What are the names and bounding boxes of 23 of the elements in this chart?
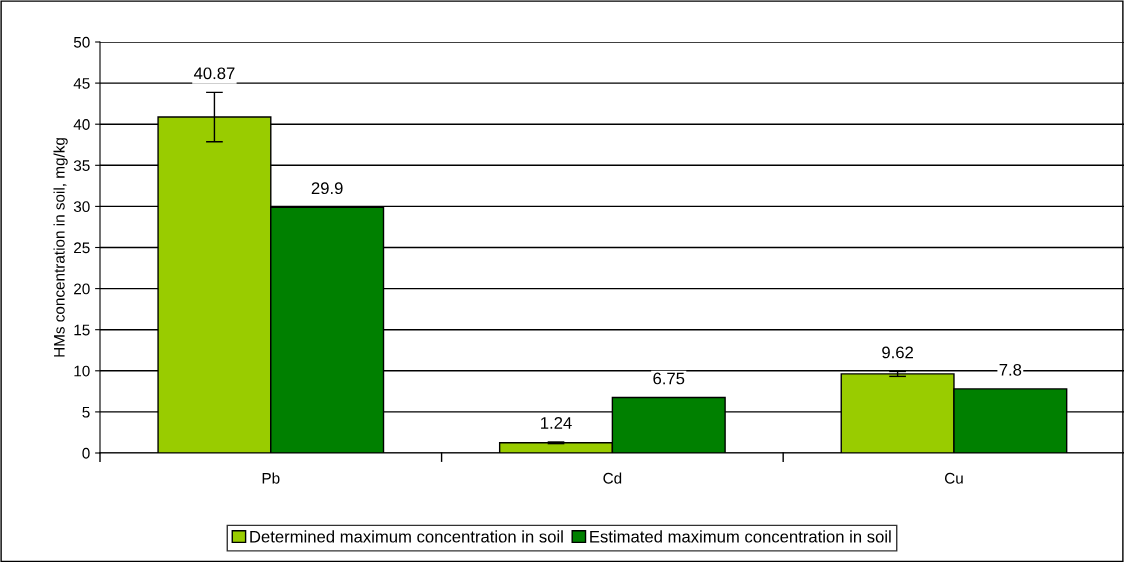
legend-label: Estimated maximum concentration in soil	[590, 530, 891, 543]
legend-label: Determined maximum concentration in soil	[250, 530, 563, 543]
y-tick-label: 20	[74, 283, 90, 295]
data-label: 40.87	[193, 67, 235, 80]
data-label: 1.24	[541, 417, 572, 429]
y-tick-label: 30	[73, 201, 90, 213]
y-tick-label: 50	[73, 36, 90, 48]
data-label: 6.75	[653, 372, 685, 385]
x-tick-label: Pb	[262, 472, 280, 484]
y-tick-label: 45	[73, 78, 90, 89]
y-tick-label: 5	[82, 406, 90, 418]
y-tick-label: 15	[74, 324, 90, 336]
y-tick-label: 0	[82, 447, 90, 459]
x-tick-label: Cd	[603, 472, 622, 484]
data-label: 9.62	[882, 346, 913, 359]
y-tick-label: 40	[73, 119, 90, 130]
y-axis-title: HMs concentration in soil, mg/kg	[53, 138, 68, 357]
data-label: 7.8	[999, 363, 1022, 376]
x-tick-label: Cu	[944, 472, 963, 484]
y-tick-label: 25	[74, 242, 90, 254]
data-label: 29.9	[311, 182, 343, 195]
y-tick-label: 35	[73, 160, 90, 171]
y-tick-label: 10	[74, 365, 90, 377]
